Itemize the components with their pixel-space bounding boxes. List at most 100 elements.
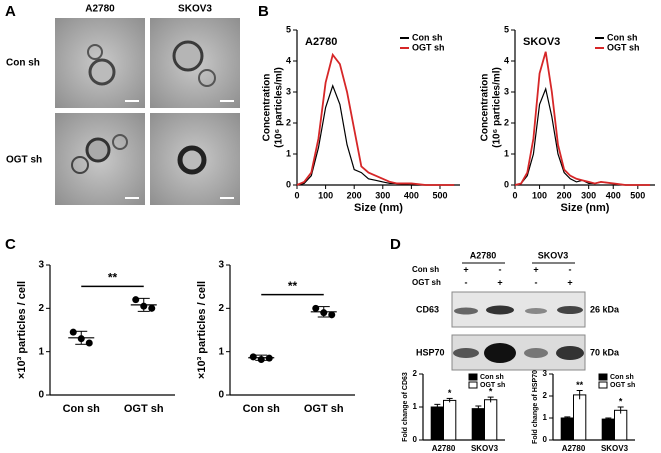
band (557, 306, 583, 314)
y-tick-label: 2 (218, 303, 224, 314)
y-tick-label: 1 (543, 413, 548, 422)
y-axis-label: ×10³ particles / cell (16, 281, 28, 379)
legend-label: Con sh (480, 374, 504, 381)
bar (471, 408, 486, 441)
legend-label: OGT sh (610, 382, 635, 389)
lane-sign: + (567, 277, 572, 287)
y-tick-label: 2 (38, 303, 44, 314)
band (525, 308, 547, 314)
x-tick-label: SKOV3 (471, 444, 499, 453)
x-tick-label: 500 (630, 190, 645, 200)
x-tick-label: SKOV3 (601, 444, 629, 453)
band-size: 26 kDa (590, 304, 620, 314)
line (514, 51, 651, 186)
vesicle (112, 134, 128, 150)
legend-label: Con sh (607, 32, 638, 42)
chart-title: A2780 (305, 36, 337, 48)
point (249, 353, 257, 361)
column-label: A2780 (470, 250, 497, 260)
y-axis-label: Fold change of HSP70 (532, 370, 539, 444)
point (328, 311, 336, 319)
band (556, 346, 584, 360)
legend-swatch (468, 381, 478, 389)
line (514, 86, 651, 186)
chart-title: SKOV3 (523, 36, 560, 48)
x-tick-label: 100 (532, 190, 547, 200)
significance-label: * (619, 396, 623, 406)
y-tick-label: 5 (504, 24, 509, 34)
lane-sign: - (499, 264, 502, 274)
band-label: HSP70 (416, 347, 445, 357)
y-tick-label: 0 (543, 435, 548, 444)
y-tick-label: 1 (504, 148, 509, 158)
legend-swatch (468, 373, 478, 381)
row-label: Con sh (412, 265, 439, 274)
y-axis-label: Concentration (480, 74, 491, 142)
point (85, 339, 93, 347)
y-tick-label: 2 (504, 117, 509, 127)
legend-label: Con sh (412, 32, 443, 42)
vesicle (88, 58, 116, 86)
western-blot: A2780 SKOV3 Con sh OGT sh CD63 HSP70 26 … (412, 250, 620, 371)
lane-sign: - (569, 264, 572, 274)
y-tick-label: 4 (504, 55, 509, 65)
line (296, 84, 455, 186)
y-axis-label: ×10³ particles / cell (196, 281, 208, 379)
x-tick-label: 500 (432, 190, 447, 200)
y-axis-label: (10⁶ particles/ml) (274, 67, 285, 148)
y-tick-label: 1 (413, 402, 418, 411)
legend-swatch (598, 373, 608, 381)
bar (560, 417, 575, 441)
column-label: SKOV3 (538, 250, 569, 260)
bar (430, 406, 445, 441)
lane-sign: + (497, 277, 502, 287)
band (484, 343, 516, 363)
y-tick-label: 1 (286, 148, 291, 158)
y-axis-label: Fold change of CD63 (402, 372, 409, 442)
band (453, 348, 479, 358)
y-tick-label: 2 (543, 391, 548, 400)
column-label: SKOV3 (178, 4, 212, 15)
vesicle (87, 44, 103, 60)
legend-swatch (598, 381, 608, 389)
x-tick-label: Con sh (63, 403, 101, 415)
x-tick-label: OGT sh (304, 403, 344, 415)
y-tick-label: 4 (286, 55, 291, 65)
micrographs (55, 18, 240, 205)
vesicle (172, 40, 204, 72)
row-label: OGT sh (412, 278, 441, 287)
x-tick-label: 200 (557, 190, 572, 200)
x-tick-label: 300 (375, 190, 390, 200)
row-label: OGT sh (6, 155, 42, 166)
lane-sign: + (533, 264, 538, 274)
significance-label: ** (108, 271, 118, 285)
lane-sign: + (463, 264, 468, 274)
band-size: 70 kDa (590, 347, 620, 357)
y-tick-label: 3 (504, 86, 509, 96)
legend-label: OGT sh (412, 42, 445, 52)
x-tick-label: 200 (347, 190, 362, 200)
y-tick-label: 2 (286, 117, 291, 127)
x-tick-label: 0 (294, 190, 299, 200)
significance-label: ** (288, 279, 298, 293)
line (296, 52, 455, 186)
column-label: A2780 (85, 4, 115, 15)
y-tick-label: 0 (38, 390, 44, 401)
band (486, 305, 514, 315)
row-label: Con sh (6, 58, 40, 69)
x-tick-label: 400 (606, 190, 621, 200)
band (454, 307, 478, 315)
significance-label: ** (576, 380, 584, 390)
bar (443, 399, 457, 441)
legend-label: OGT sh (480, 382, 505, 389)
y-tick-label: 2 (413, 369, 418, 378)
x-axis-label: Size (nm) (561, 202, 610, 214)
vesicle (71, 156, 89, 174)
band-label: CD63 (416, 304, 439, 314)
y-tick-label: 3 (543, 369, 548, 378)
vesicle (177, 145, 207, 175)
bar (614, 409, 628, 441)
y-axis-label: Concentration (262, 74, 273, 142)
bar (601, 418, 616, 441)
